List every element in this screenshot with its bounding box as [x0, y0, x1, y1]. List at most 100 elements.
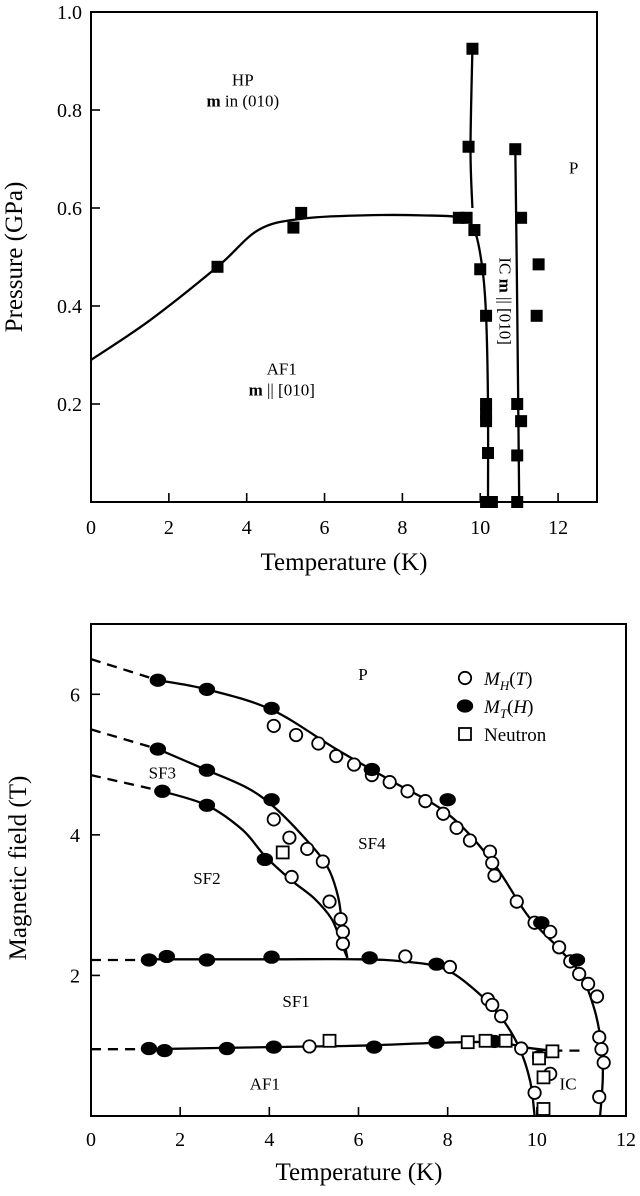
data-point-open-circle [322, 894, 337, 909]
x-tick-label: 0 [86, 1129, 96, 1151]
data-point-open-circle [596, 1055, 611, 1070]
x-tick-label: 2 [175, 1129, 185, 1151]
x-tick-label: 12 [616, 1129, 636, 1151]
data-point-filled-circle [568, 953, 586, 967]
top-curves [90, 48, 521, 503]
data-point-open-circle [282, 830, 297, 845]
data-point-filled-circle [198, 798, 216, 812]
data-point-open-circle [514, 1041, 529, 1056]
legend-entry-label: Neutron [484, 725, 547, 746]
data-point-filled-square [511, 496, 524, 508]
top-markers [211, 42, 545, 508]
data-point-filled-circle [140, 1041, 158, 1056]
bottom-x-axis-label: Temperature (K) [276, 1159, 443, 1186]
bottom-x-ticks: 0 2 4 6 8 10 12 [86, 1107, 636, 1151]
x-tick-label: 10 [470, 517, 490, 539]
curve-af1-hp-boundary [90, 213, 490, 503]
y-tick-label: 0.4 [57, 296, 82, 318]
data-point-filled-circle [149, 673, 167, 687]
data-point-filled-square [485, 496, 498, 508]
data-point-open-square [322, 1033, 337, 1048]
data-point-open-circle [592, 1030, 607, 1045]
data-point-filled-circle [218, 1041, 236, 1056]
data-point-open-circle [400, 784, 415, 799]
curve-sf1-boundary [149, 957, 536, 1117]
data-point-filled-square [530, 309, 543, 322]
data-point-filled-circle [156, 1044, 173, 1058]
y-tick-label: 2 [70, 965, 80, 987]
data-point-filled-circle [365, 1040, 383, 1054]
data-point-filled-square [515, 211, 528, 224]
data-point-filled-circle [140, 953, 158, 967]
data-point-filled-circle [158, 949, 175, 964]
field-temperature-chart: 0 2 4 6 8 10 12 2 4 6 P SF3 SF4 SF2 SF1 AF1 IC MH(T) MT… [5, 623, 636, 1186]
data-point-filled-square [462, 140, 475, 153]
y-tick-label: 4 [70, 825, 80, 847]
x-tick-label: 12 [548, 517, 568, 539]
data-point-open-circle [398, 949, 413, 964]
data-point-open-circle [594, 1042, 609, 1057]
region-label-hp: HP m in (010) [206, 71, 279, 111]
data-point-open-circle [335, 924, 350, 939]
data-point-open-circle [581, 976, 596, 991]
data-point-filled-circle [263, 701, 280, 715]
data-point-filled-circle [198, 682, 216, 696]
data-point-open-circle [592, 1089, 607, 1105]
data-point-open-circle [382, 775, 397, 790]
data-point-filled-circle [149, 742, 167, 756]
data-point-filled-circle [154, 784, 171, 798]
data-point-filled-circle [428, 1035, 445, 1049]
region-label-p: P [358, 665, 367, 684]
region-label-sf1: SF1 [282, 992, 309, 1011]
data-point-open-circle [436, 806, 451, 821]
top-x-axis-label: Temperature (K) [261, 549, 428, 576]
data-point-filled-circle [263, 950, 280, 964]
data-point-filled-circle [265, 1040, 282, 1054]
legend-entry-label: MT(H) [483, 697, 533, 721]
data-point-open-square [460, 1035, 475, 1050]
data-point-filled-square [482, 447, 495, 459]
x-tick-label: 0 [86, 517, 96, 539]
top-y-axis-label: Pressure (GPa) [1, 182, 28, 333]
top-x-ticks: 0 2 4 6 8 10 12 [86, 493, 568, 539]
data-point-open-circle [485, 997, 500, 1013]
data-point-filled-square [480, 309, 493, 322]
data-point-filled-circle [456, 699, 474, 713]
dashed-extrapolation [90, 728, 159, 751]
data-point-filled-circle [439, 793, 456, 807]
top-plot-frame [90, 11, 598, 503]
data-point-open-circle [300, 841, 315, 857]
region-label-p: P [569, 159, 578, 178]
data-point-open-square [545, 1044, 560, 1059]
bottom-y-ticks: 2 4 6 [70, 684, 100, 987]
data-point-open-circle [572, 966, 587, 982]
data-point-open-circle [311, 736, 326, 751]
legend-entry-label: MH(T) [483, 669, 532, 693]
top-region-labels: HP m in (010) AF1 m || [010] P IC m || [010] [206, 71, 578, 400]
data-point-open-circle [485, 855, 500, 871]
x-tick-label: 10 [527, 1129, 547, 1151]
data-point-open-circle [284, 869, 299, 885]
bottom-markers [140, 673, 611, 1116]
data-point-open-circle [543, 924, 558, 939]
data-point-open-circle [494, 1009, 509, 1024]
region-label-sf4: SF4 [358, 834, 386, 853]
data-point-filled-square [466, 42, 479, 55]
data-point-open-circle [418, 794, 433, 809]
data-point-open-circle [552, 940, 567, 955]
y-tick-label: 0.8 [57, 100, 82, 122]
data-point-filled-circle [198, 953, 216, 967]
data-point-filled-circle [533, 916, 550, 930]
curve-sf3-sf4-boundary [157, 748, 349, 959]
curve-ic-p-line [514, 149, 521, 503]
top-y-ticks: 0.2 0.4 0.6 0.8 1.0 [57, 2, 100, 416]
data-point-open-circle [266, 718, 281, 734]
bottom-plot-frame [90, 623, 627, 1117]
data-point-filled-square [511, 398, 524, 410]
bottom-y-axis-label: Magnetic field (T) [5, 776, 32, 961]
curve-sf2-boundary [161, 790, 349, 959]
data-point-open-circle [527, 1085, 542, 1100]
data-point-open-circle [288, 727, 304, 743]
data-point-filled-square [511, 449, 524, 462]
